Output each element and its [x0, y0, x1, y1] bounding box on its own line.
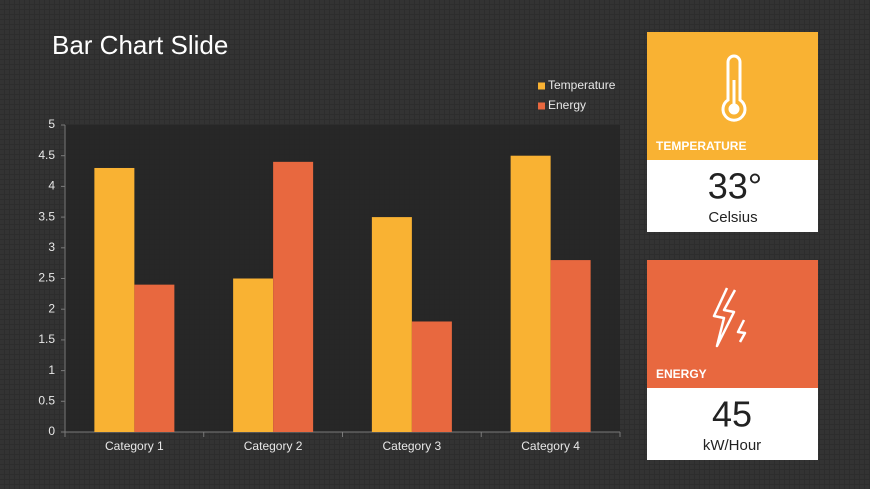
y-tick-label: 2 — [48, 301, 55, 315]
card-unit: kW/Hour — [703, 437, 761, 454]
card-label: TEMPERATURE — [656, 139, 746, 153]
legend-swatch — [538, 102, 545, 110]
bar — [273, 161, 314, 432]
bar — [134, 284, 175, 432]
bar — [371, 217, 412, 432]
bar — [94, 167, 135, 433]
y-tick-label: 0.5 — [38, 393, 55, 407]
legend-swatch — [538, 82, 545, 90]
bar — [411, 321, 452, 432]
card-body — [647, 160, 818, 232]
y-tick-label: 5 — [48, 117, 55, 131]
y-tick-label: 1 — [48, 363, 55, 377]
temperature-card: TEMPERATURE 33° Celsius — [647, 32, 818, 232]
bar — [233, 278, 274, 432]
x-tick-label: Category 3 — [383, 439, 442, 453]
card-value: 33° — [708, 166, 762, 207]
card-header — [647, 260, 818, 388]
y-tick-label: 1.5 — [38, 332, 55, 346]
lightning-icon — [712, 287, 747, 348]
x-tick-label: Category 1 — [105, 439, 164, 453]
chart-title: Bar Chart Slide — [52, 30, 228, 60]
energy-card: ENERGY 45 kW/Hour — [647, 260, 818, 460]
card-label: ENERGY — [656, 367, 707, 381]
legend-label: Energy — [548, 98, 586, 112]
card-body — [647, 388, 818, 460]
card-unit: Celsius — [708, 209, 757, 226]
y-tick-label: 0 — [48, 424, 55, 438]
x-tick-label: Category 4 — [521, 439, 580, 453]
y-tick-label: 3.5 — [38, 209, 55, 223]
y-tick-label: 4.5 — [38, 148, 55, 162]
y-tick-label: 4 — [48, 179, 55, 193]
y-tick-label: 3 — [48, 240, 55, 254]
thermometer-icon — [721, 54, 747, 122]
x-tick-label: Category 2 — [244, 439, 303, 453]
bar — [550, 260, 591, 432]
y-tick-label: 2.5 — [38, 271, 55, 285]
bar — [510, 155, 551, 432]
card-value: 45 — [712, 394, 752, 435]
legend-label: Temperature — [548, 78, 616, 92]
